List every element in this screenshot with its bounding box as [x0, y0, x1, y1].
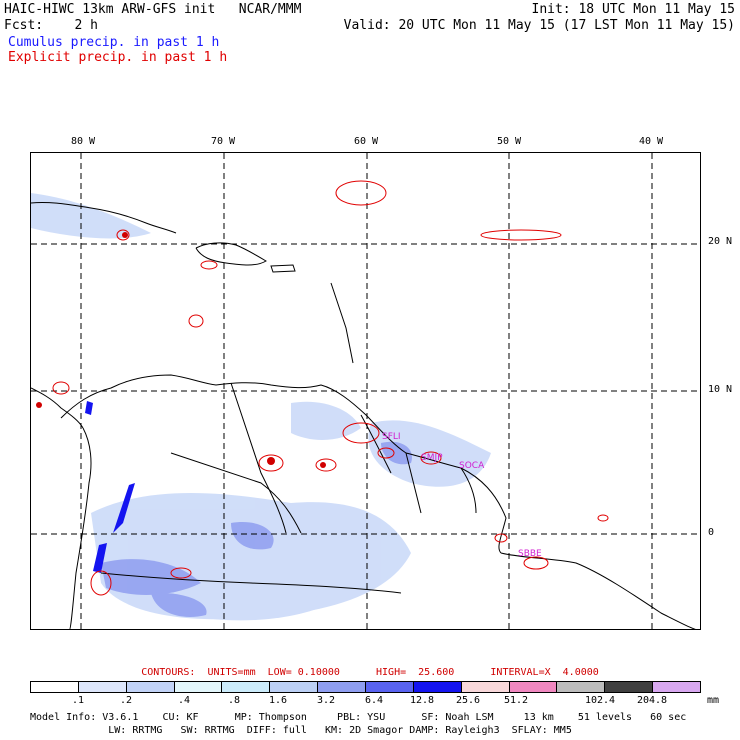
- legend-tick: 12.8: [409, 695, 435, 706]
- valid-time: Valid: 20 UTC Mon 11 May 15 (17 LST Mon …: [343, 18, 735, 33]
- lat-label-0: 0: [708, 527, 715, 538]
- legend-swatch: [509, 682, 558, 692]
- legend-tick: 102.4: [584, 695, 616, 706]
- legend-swatch: [605, 682, 654, 692]
- legend-swatch: [78, 682, 127, 692]
- legend-tick: 51.2: [503, 695, 529, 706]
- station-label-soca: SOCA: [459, 461, 485, 471]
- lon-label-70w: 70 W: [210, 136, 236, 147]
- legend-unit: mm: [707, 695, 720, 706]
- legend-tick: 25.6: [455, 695, 481, 706]
- legend-swatch: [557, 682, 606, 692]
- legend-swatch: [174, 682, 223, 692]
- legend-colorbar: [30, 681, 701, 693]
- cumulus-precip-label: Cumulus precip. in past 1 h: [8, 35, 220, 50]
- legend-swatch: [270, 682, 319, 692]
- model-info-line1: Model Info: V3.6.1 CU: KF MP: Thompson P…: [30, 712, 687, 723]
- precip-map: [30, 152, 701, 630]
- lat-label-10n: 10 N: [708, 384, 733, 395]
- legend-tick: 3.2: [316, 695, 336, 706]
- legend-swatch: [222, 682, 271, 692]
- station-label-sfli: SFLI: [382, 432, 401, 442]
- coastlines: [31, 202, 696, 629]
- legend-tick: 1.6: [268, 695, 288, 706]
- map-canvas: [31, 153, 700, 629]
- legend-swatch: [366, 682, 414, 692]
- legend-tick: .4: [177, 695, 191, 706]
- explicit-precip-contours: [52, 180, 609, 596]
- plot-title: HAIC-HIWC 13km ARW-GFS init NCAR/MMM: [4, 2, 302, 17]
- lon-label-60w: 60 W: [353, 136, 379, 147]
- explicit-precip-label: Explicit precip. in past 1 h: [8, 50, 228, 65]
- lon-label-40w: 40 W: [638, 136, 664, 147]
- legend-swatch: [413, 682, 462, 692]
- legend-tick: 6.4: [364, 695, 384, 706]
- lat-label-20n: 20 N: [708, 236, 733, 247]
- legend-tick: .2: [119, 695, 133, 706]
- legend-swatch: [318, 682, 367, 692]
- legend-tick: 204.8: [636, 695, 668, 706]
- legend-swatch: [461, 682, 510, 692]
- medium-precip-shading: [101, 441, 412, 617]
- legend-swatch: [126, 682, 175, 692]
- heavy-precip-andes: [85, 401, 135, 573]
- station-label-sbbe: SBBE: [518, 549, 542, 559]
- legend-tick: .1: [71, 695, 85, 706]
- station-label-smjp: SMJP: [421, 453, 443, 463]
- lon-label-80w: 80 W: [70, 136, 96, 147]
- legend-swatch: [653, 682, 701, 692]
- forecast-hour: Fcst: 2 h: [4, 18, 98, 33]
- heavy-explicit-spots: [36, 232, 326, 468]
- legend-swatch: [31, 682, 79, 692]
- lat-lon-grid: [31, 153, 700, 629]
- lon-label-50w: 50 W: [496, 136, 522, 147]
- model-info-line2: LW: RRTMG SW: RRTMG DIFF: full KM: 2D Sm…: [30, 725, 572, 736]
- init-time: Init: 18 UTC Mon 11 May 15: [531, 2, 736, 17]
- legend-tick: .8: [227, 695, 241, 706]
- contour-info: CONTOURS: UNITS=mm LOW= 0.10000 HIGH= 25…: [141, 667, 599, 678]
